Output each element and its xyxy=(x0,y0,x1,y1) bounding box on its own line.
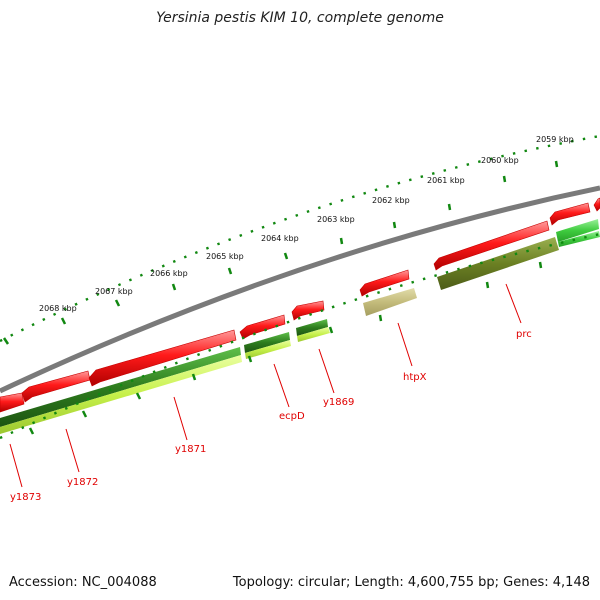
kbp-label: 2060 kbp xyxy=(481,156,519,165)
minor-tick xyxy=(328,326,334,334)
kbp-label: 2063 kbp xyxy=(317,215,355,224)
leader-line xyxy=(505,283,522,324)
inner-major-ticks xyxy=(28,261,543,435)
leader-line xyxy=(173,396,188,441)
gene-arrow xyxy=(88,329,237,387)
kbp-label: 2067 kbp xyxy=(95,287,133,296)
minor-tick xyxy=(378,314,383,322)
leader-line xyxy=(273,363,290,408)
minor-tick xyxy=(538,261,543,269)
kbp-label: 2066 kbp xyxy=(150,269,188,278)
gene-arrow xyxy=(0,392,25,413)
gene-arrow xyxy=(433,220,550,271)
kbp-label: 2062 kbp xyxy=(372,196,410,205)
cog-bar xyxy=(0,347,241,427)
leader-line xyxy=(65,428,80,473)
major-tick xyxy=(171,283,177,291)
major-tick xyxy=(60,317,67,325)
backbone xyxy=(0,185,600,394)
major-tick xyxy=(283,252,289,260)
gene-label-y1872: y1872 xyxy=(67,477,98,488)
minor-tick xyxy=(191,373,197,381)
gene-arrow xyxy=(359,269,410,297)
minor-tick xyxy=(81,410,88,418)
gene-label-y1869: y1869 xyxy=(323,397,354,408)
kbp-label: 2065 kbp xyxy=(206,252,244,261)
gene-arrow xyxy=(593,197,600,212)
cog-bar xyxy=(363,288,417,316)
forward-strand xyxy=(0,197,600,413)
cog-bar xyxy=(297,327,330,342)
inner-ring xyxy=(0,232,600,440)
cog-bar xyxy=(558,231,600,247)
gene-label-y1871: y1871 xyxy=(175,444,206,455)
kbp-label: 2068 kbp xyxy=(39,304,77,313)
genome-summary: Topology: circular; Length: 4,600,755 bp… xyxy=(232,575,590,590)
cog-bars xyxy=(0,219,600,434)
gene-label-htpx: htpX xyxy=(403,372,427,383)
gene-label-prc: prc xyxy=(516,329,532,340)
leader-line xyxy=(318,348,335,394)
kbp-label: 2061 kbp xyxy=(427,176,465,185)
cog-bar xyxy=(245,340,291,359)
minor-tick xyxy=(28,427,35,435)
major-tick xyxy=(447,203,452,211)
major-tick xyxy=(227,267,233,275)
scale-major-ticks xyxy=(2,160,559,345)
gene-label-ecpd: ecpD xyxy=(279,411,305,422)
leader-line xyxy=(9,443,23,488)
cog-bar xyxy=(244,332,290,353)
accession-text: Accession: NC_004088 xyxy=(9,575,157,590)
cog-bar xyxy=(556,219,599,242)
kbp-label: 2064 kbp xyxy=(261,234,299,243)
leader-line xyxy=(397,322,413,367)
gene-arrow xyxy=(291,300,325,321)
minor-tick xyxy=(247,355,253,363)
major-tick xyxy=(114,299,121,307)
gene-label-y1873: y1873 xyxy=(10,492,41,503)
kbp-label: 2059 kbp xyxy=(536,135,574,144)
major-tick xyxy=(502,175,507,183)
gene-leaders xyxy=(9,283,522,488)
gene-arrow xyxy=(549,202,591,226)
major-tick xyxy=(2,337,10,345)
cog-bar xyxy=(296,319,328,336)
major-tick xyxy=(392,221,397,229)
minor-tick xyxy=(485,281,490,289)
minor-tick xyxy=(135,392,142,400)
major-tick xyxy=(339,237,344,245)
map-title: Yersinia pestis KIM 10, complete genome xyxy=(156,10,444,26)
cog-bar xyxy=(0,355,242,434)
major-tick xyxy=(554,160,559,168)
